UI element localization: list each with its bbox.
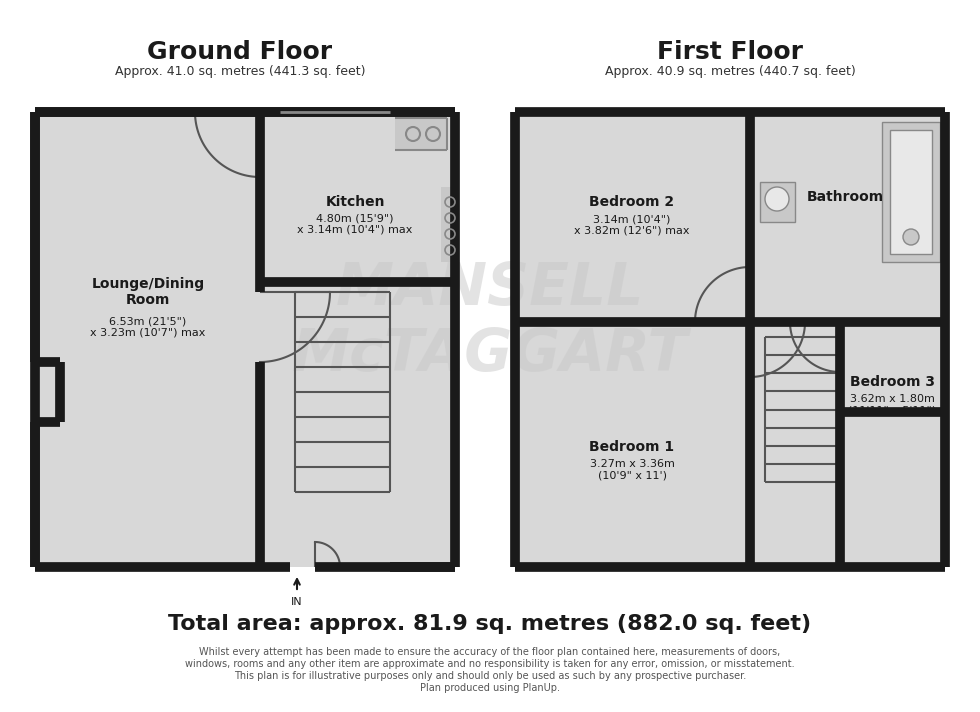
Circle shape bbox=[903, 229, 919, 245]
Bar bbox=[515, 112, 945, 567]
Bar bbox=[441, 187, 459, 262]
Bar bbox=[882, 122, 940, 262]
Circle shape bbox=[765, 187, 789, 211]
Text: 3.14m (10'4")
x 3.82m (12'6") max: 3.14m (10'4") x 3.82m (12'6") max bbox=[574, 214, 690, 236]
Text: 3.62m x 1.80m
(11'11" x 5'11"): 3.62m x 1.80m (11'11" x 5'11") bbox=[848, 394, 936, 416]
Text: Whilst every attempt has been made to ensure the accuracy of the floor plan cont: Whilst every attempt has been made to en… bbox=[199, 647, 781, 657]
Text: Approx. 41.0 sq. metres (441.3 sq. feet): Approx. 41.0 sq. metres (441.3 sq. feet) bbox=[115, 66, 366, 78]
Text: Plan produced using PlanUp.: Plan produced using PlanUp. bbox=[420, 683, 560, 693]
Text: Ground Floor: Ground Floor bbox=[147, 40, 332, 64]
Text: Bedroom 3: Bedroom 3 bbox=[850, 375, 935, 389]
Text: Kitchen: Kitchen bbox=[325, 195, 385, 209]
Text: 6.53m (21'5")
x 3.23m (10'7") max: 6.53m (21'5") x 3.23m (10'7") max bbox=[90, 316, 206, 337]
Text: Bedroom 1: Bedroom 1 bbox=[589, 440, 674, 454]
Text: Bedroom 2: Bedroom 2 bbox=[589, 195, 674, 209]
Text: IN: IN bbox=[291, 597, 303, 607]
Bar bbox=[890, 130, 932, 254]
Text: First Floor: First Floor bbox=[657, 40, 803, 64]
Text: 4.80m (15'9")
x 3.14m (10'4") max: 4.80m (15'9") x 3.14m (10'4") max bbox=[297, 213, 413, 235]
Text: 3.27m x 3.36m
(10'9" x 11'): 3.27m x 3.36m (10'9" x 11') bbox=[590, 459, 674, 481]
Text: Lounge/Dining
Room: Lounge/Dining Room bbox=[91, 277, 205, 307]
Bar bbox=[35, 112, 455, 567]
Text: Bathroom: Bathroom bbox=[807, 190, 884, 204]
Bar bbox=[395, 118, 447, 150]
Text: windows, rooms and any other item are approximate and no responsibility is taken: windows, rooms and any other item are ap… bbox=[185, 659, 795, 669]
Text: Approx. 40.9 sq. metres (440.7 sq. feet): Approx. 40.9 sq. metres (440.7 sq. feet) bbox=[605, 66, 856, 78]
Text: This plan is for illustrative purposes only and should only be used as such by a: This plan is for illustrative purposes o… bbox=[234, 671, 746, 681]
Text: MANSELL
McTAGGART: MANSELL McTAGGART bbox=[292, 261, 688, 384]
Text: Total area: approx. 81.9 sq. metres (882.0 sq. feet): Total area: approx. 81.9 sq. metres (882… bbox=[169, 614, 811, 634]
Bar bbox=[760, 182, 795, 222]
